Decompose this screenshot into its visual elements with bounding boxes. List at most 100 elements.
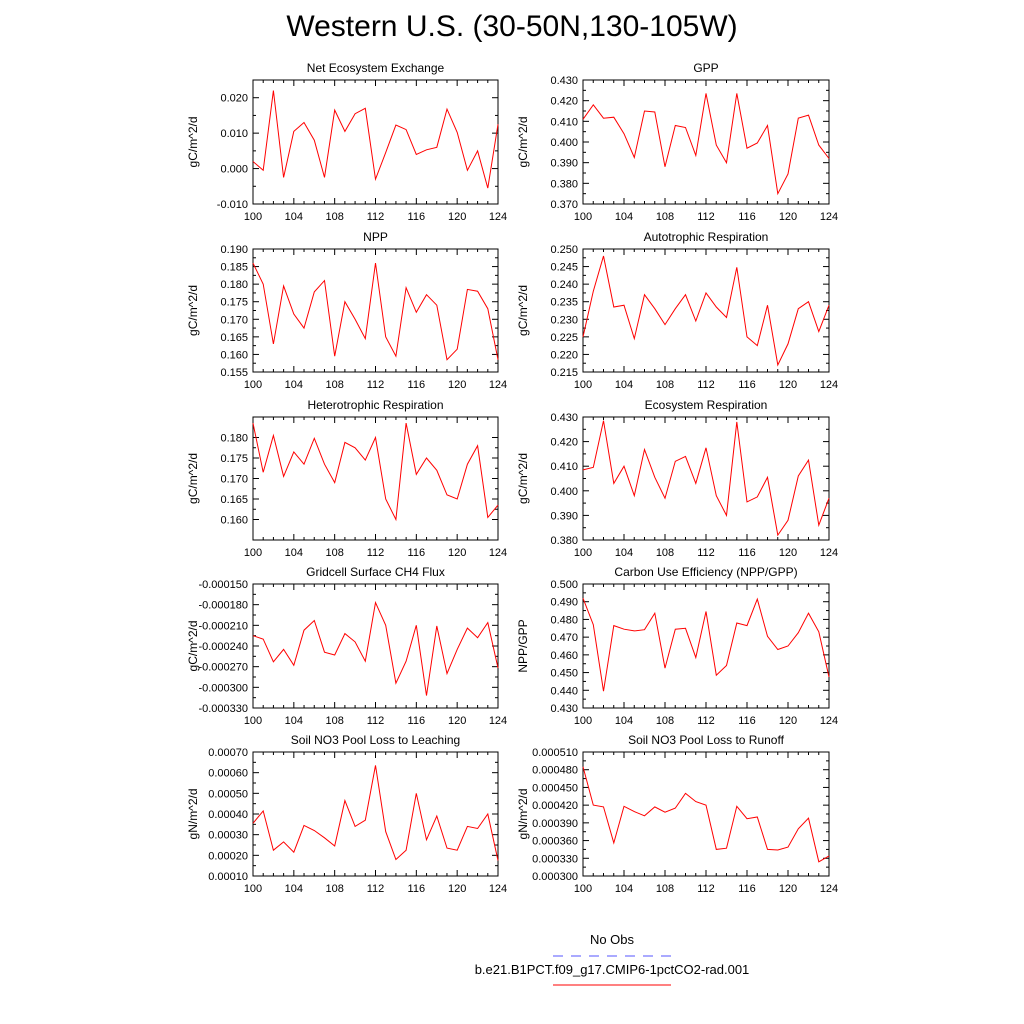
x-tick-label: 104	[285, 211, 303, 223]
series-line	[582, 420, 830, 537]
page-title: Western U.S. (30-50N,130-105W)	[286, 10, 738, 43]
y-tick-label: 0.480	[550, 614, 578, 626]
series-line	[252, 90, 499, 189]
panel-2: GPP gC/m^2/d 100 104 108 112 116 120 124 0.370 0.3…	[516, 61, 838, 223]
y-tick-label: 0.00040	[208, 809, 248, 821]
y-tick-label: 0.010	[220, 128, 248, 140]
x-tick-label: 100	[574, 211, 592, 223]
y-tick-label: -0.000330	[198, 703, 248, 715]
x-tick-label: 116	[408, 547, 426, 559]
y-axis-label: gC/m^2/d	[186, 285, 200, 336]
y-tick-label: 0.170	[220, 314, 248, 326]
x-tick-label: 124	[489, 715, 507, 727]
x-tick-label: 108	[325, 211, 343, 223]
panel-frame	[582, 79, 830, 205]
y-tick-label: 0.000390	[532, 818, 578, 830]
y-tick-label: 0.190	[220, 244, 248, 256]
x-tick-label: 112	[697, 883, 715, 895]
panel-frame	[252, 751, 499, 877]
x-tick-label: 100	[244, 211, 262, 223]
y-tick-label: 0.00060	[208, 768, 248, 780]
panel-title: Soil NO3 Pool Loss to Leaching	[291, 733, 460, 747]
x-tick-label: 120	[448, 883, 466, 895]
y-tick-label: 0.470	[550, 632, 578, 644]
y-tick-label: -0.010	[217, 199, 248, 211]
x-tick-label: 120	[448, 547, 466, 559]
x-tick-label: 104	[285, 379, 303, 391]
panel-frame	[252, 248, 499, 373]
x-tick-label: 104	[615, 379, 633, 391]
x-tick-label: 124	[820, 211, 838, 223]
y-axis-label: gC/m^2/d	[516, 453, 530, 504]
panel-frame	[252, 79, 499, 205]
x-tick-label: 108	[325, 547, 343, 559]
panel-1: Net Ecosystem Exchange gC/m^2/d 100 104 108 1…	[186, 61, 507, 223]
panel-title: Heterotrophic Respiration	[307, 398, 443, 412]
x-tick-label: 112	[367, 211, 385, 223]
x-tick-label: 100	[574, 883, 592, 895]
y-tick-label: 0.450	[550, 668, 578, 680]
x-tick-label: 120	[448, 715, 466, 727]
x-tick-label: 100	[574, 547, 592, 559]
x-tick-label: 112	[697, 379, 715, 391]
x-tick-label: 120	[779, 211, 797, 223]
y-tick-label: 0.020	[220, 93, 248, 105]
y-tick-label: 0.500	[550, 579, 578, 591]
panel-frame	[582, 583, 830, 709]
y-tick-label: 0.160	[220, 349, 248, 361]
x-tick-label: 112	[367, 715, 385, 727]
x-tick-label: 104	[615, 547, 633, 559]
y-axis-label: gC/m^2/d	[186, 117, 200, 168]
panel-title: Ecosystem Respiration	[645, 398, 768, 412]
y-tick-label: 0.170	[220, 474, 248, 486]
series-line	[252, 600, 499, 696]
y-tick-label: -0.000150	[198, 579, 248, 591]
x-tick-label: 108	[656, 715, 674, 727]
x-tick-label: 100	[574, 715, 592, 727]
y-tick-label: 0.380	[550, 178, 578, 190]
x-tick-label: 124	[489, 883, 507, 895]
panel-4: Autotrophic Respiration gC/m^2/d 100 104 108…	[516, 230, 838, 391]
x-tick-label: 120	[779, 715, 797, 727]
x-tick-label: 108	[325, 715, 343, 727]
y-tick-label: 0.175	[220, 453, 248, 465]
y-tick-label: 0.235	[550, 297, 578, 309]
y-tick-label: 0.00020	[208, 850, 248, 862]
x-tick-label: 124	[489, 211, 507, 223]
panel-frame	[582, 751, 830, 877]
x-tick-label: 104	[615, 883, 633, 895]
y-tick-label: 0.185	[220, 262, 248, 274]
x-tick-label: 112	[367, 379, 385, 391]
y-tick-label: 0.00050	[208, 788, 248, 800]
series-line	[582, 93, 830, 196]
y-tick-label: 0.160	[220, 515, 248, 527]
y-tick-label: 0.180	[220, 433, 248, 445]
y-tick-label: 0.000510	[532, 747, 578, 759]
series-line	[252, 765, 499, 861]
x-tick-label: 108	[656, 547, 674, 559]
x-tick-label: 112	[367, 547, 385, 559]
x-tick-label: 120	[779, 379, 797, 391]
panel-title: GPP	[693, 61, 718, 75]
x-tick-label: 116	[408, 715, 426, 727]
y-tick-label: 0.000420	[532, 800, 578, 812]
y-axis-label: gC/m^2/d	[186, 453, 200, 504]
y-tick-label: 0.370	[550, 199, 578, 211]
y-tick-label: 0.000330	[532, 853, 578, 865]
y-tick-label: 0.400	[550, 137, 578, 149]
y-tick-label: 0.175	[220, 297, 248, 309]
series-line	[582, 255, 830, 367]
y-tick-label: 0.225	[550, 332, 578, 344]
legend-label-run: b.e21.B1PCT.f09_g17.CMIP6-1pctCO2-rad.00…	[474, 962, 750, 977]
x-tick-label: 120	[448, 211, 466, 223]
panel-title: Carbon Use Efficiency (NPP/GPP)	[614, 565, 797, 579]
panel-title: Net Ecosystem Exchange	[307, 61, 445, 75]
x-tick-label: 116	[738, 547, 756, 559]
panel-7: Gridcell Surface CH4 Flux gC/m^2/d 100 104 1…	[186, 565, 507, 727]
x-tick-label: 116	[738, 883, 756, 895]
panel-frame	[582, 248, 830, 373]
y-tick-label: 0.000	[220, 164, 248, 176]
x-tick-label: 116	[408, 883, 426, 895]
y-tick-label: 0.245	[550, 262, 578, 274]
